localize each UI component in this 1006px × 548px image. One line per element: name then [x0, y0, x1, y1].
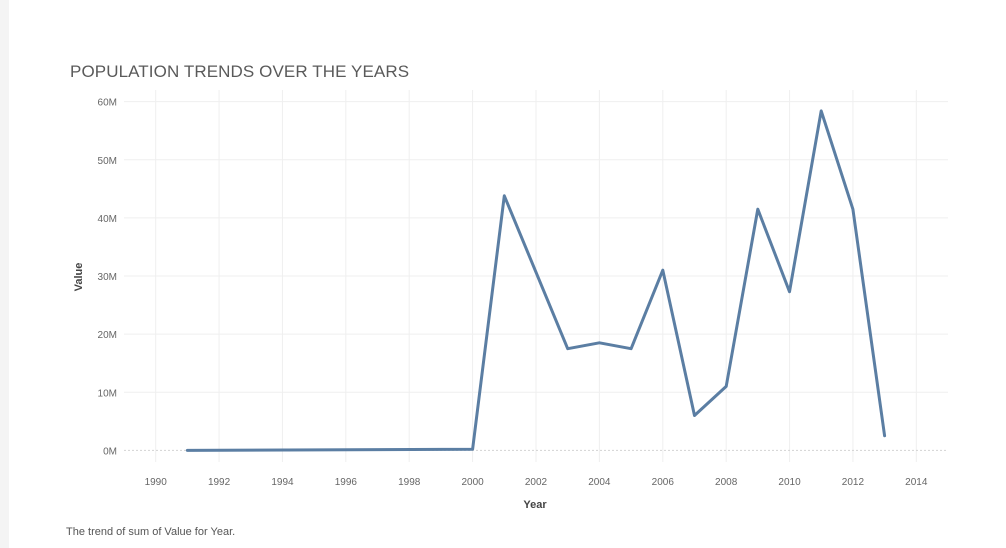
x-tick-label: 1994 — [271, 477, 294, 488]
x-tick-label: 2008 — [715, 477, 738, 488]
y-axis-ticks: 0M 10M 20M 30M 40M 50M 60M — [98, 98, 117, 458]
x-tick-label: 1990 — [145, 477, 168, 488]
data-point — [566, 347, 569, 350]
left-edge-strip — [0, 0, 9, 548]
data-point — [630, 347, 633, 350]
data-point — [725, 385, 728, 388]
chart-caption: The trend of sum of Value for Year. — [66, 526, 236, 538]
data-point — [693, 414, 696, 417]
y-tick-label: 10M — [98, 388, 117, 399]
y-tick-label: 60M — [98, 98, 117, 109]
x-tick-label: 1996 — [335, 477, 358, 488]
y-tick-label: 40M — [98, 214, 117, 225]
x-tick-label: 2002 — [525, 477, 548, 488]
y-tick-label: 50M — [98, 156, 117, 167]
data-point — [186, 449, 189, 452]
data-point — [883, 434, 886, 437]
chart-title: POPULATION TRENDS OVER THE YEARS — [70, 62, 410, 81]
y-axis-title: Value — [73, 263, 85, 292]
data-point — [851, 208, 854, 211]
x-tick-label: 2012 — [842, 477, 865, 488]
data-point — [598, 341, 601, 344]
x-tick-label: 1992 — [208, 477, 231, 488]
y-tick-label: 0M — [103, 446, 117, 457]
data-point — [661, 269, 664, 272]
data-point — [820, 109, 823, 112]
series-layer — [185, 109, 887, 452]
x-tick-label: 2000 — [461, 477, 484, 488]
x-axis-ticks: 1990 1992 1994 1996 1998 2000 2002 2004 2006 2008… — [145, 477, 928, 488]
x-tick-label: 2014 — [905, 477, 928, 488]
x-tick-label: 2004 — [588, 477, 611, 488]
x-tick-label: 2010 — [778, 477, 801, 488]
data-point — [788, 290, 791, 293]
y-tick-label: 20M — [98, 330, 117, 341]
data-point — [503, 194, 506, 197]
data-point — [756, 208, 759, 211]
x-axis-title: Year — [523, 499, 547, 511]
data-point — [471, 448, 474, 451]
x-tick-label: 1998 — [398, 477, 421, 488]
y-tick-label: 30M — [98, 272, 117, 283]
series-line — [185, 109, 887, 452]
x-tick-label: 2006 — [652, 477, 675, 488]
